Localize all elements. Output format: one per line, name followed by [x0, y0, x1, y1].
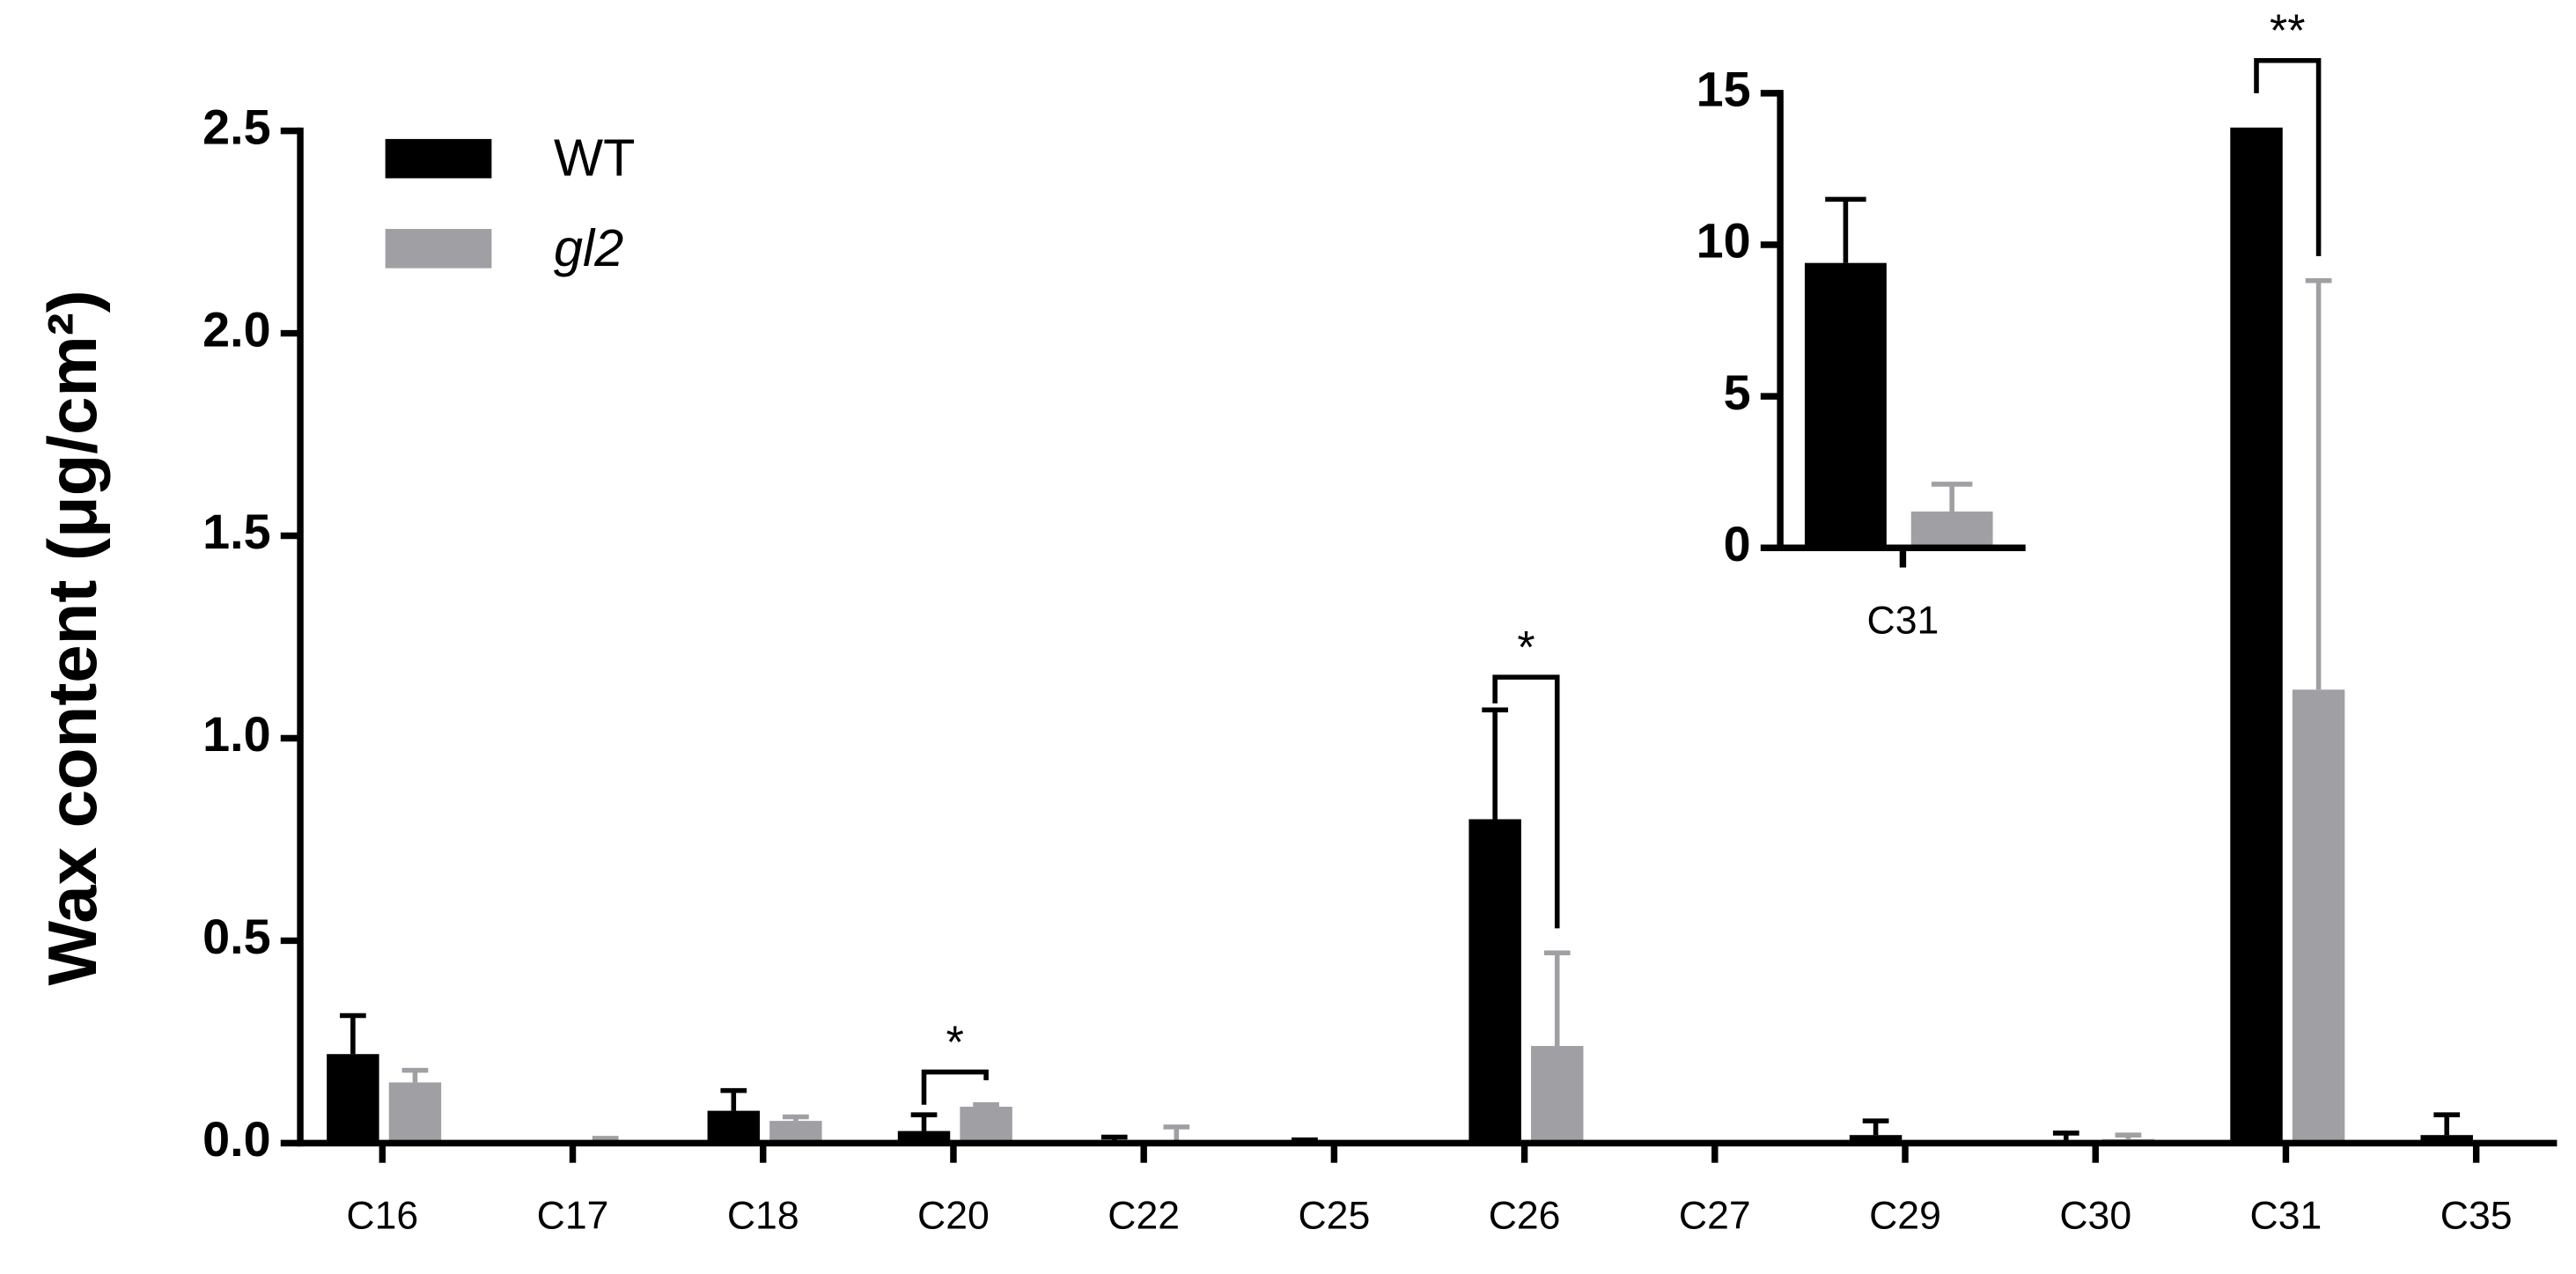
bar [2420, 1135, 2473, 1144]
error-bar [2052, 1130, 2079, 1142]
error-bar [910, 1112, 938, 1131]
legend-label: WT [554, 129, 635, 188]
y-tick-label: 10 [1696, 214, 1751, 269]
error-bar [2115, 1132, 2142, 1139]
bar [1468, 819, 1521, 1144]
y-tick-label: 1.5 [202, 504, 270, 559]
x-tick-label: C31 [1867, 599, 1939, 642]
error-bar [1931, 482, 1973, 512]
bar [327, 1054, 379, 1144]
x-tick-label: C20 [917, 1195, 990, 1238]
x-tick-label: C30 [2059, 1195, 2131, 1238]
x-tick-label: C29 [1869, 1195, 1941, 1238]
error-bar [340, 1013, 366, 1055]
bar [1910, 511, 1993, 549]
plot-area [1804, 196, 1993, 549]
significance-label: * [946, 1018, 964, 1069]
significance-bracket [921, 1069, 989, 1105]
bar [769, 1121, 822, 1144]
legend-swatch [385, 229, 492, 269]
legend-label: gl2 [554, 218, 623, 277]
bar [388, 1082, 442, 1144]
significance-bracket [2254, 57, 2322, 256]
legend-swatch [385, 138, 492, 179]
significance-label: ** [2270, 6, 2305, 57]
x-tick-label: C18 [727, 1195, 799, 1238]
y-tick-label: 2.0 [202, 302, 270, 357]
x-tick-label: C27 [1679, 1195, 1751, 1238]
y-tick-label: 0.0 [202, 1112, 270, 1167]
x-tick-label: C26 [1489, 1195, 1561, 1238]
error-bar [1862, 1118, 1889, 1136]
error-bar [2305, 277, 2332, 690]
x-tick-label: C22 [1108, 1195, 1180, 1238]
y-tick-label: 0 [1724, 517, 1751, 571]
plot-area [327, 127, 2522, 1146]
bar [960, 1107, 1012, 1144]
bar [1804, 262, 1887, 549]
error-bar [720, 1087, 747, 1111]
significance-bracket [1492, 674, 1560, 929]
x-tick-label: C25 [1298, 1195, 1370, 1238]
error-bar [401, 1067, 429, 1083]
x-tick-label: C31 [2250, 1195, 2322, 1238]
y-axis-label: Wax content (μg/cm²) [33, 290, 111, 985]
y-tick-label: 2.5 [202, 99, 270, 154]
x-tick-label: C35 [2440, 1195, 2513, 1238]
error-bar [973, 1101, 999, 1108]
y-tick-label: 15 [1696, 63, 1751, 117]
error-bar [1825, 196, 1866, 263]
bar [1531, 1046, 1584, 1144]
bar [707, 1110, 761, 1144]
error-bar [1543, 950, 1571, 1047]
y-tick-label: 1.0 [202, 707, 270, 762]
error-bar [1482, 707, 1509, 820]
significance-label: * [1517, 622, 1535, 674]
y-tick-label: 5 [1724, 365, 1751, 420]
x-tick-label: C16 [346, 1195, 418, 1238]
y-tick-label: 0.5 [202, 909, 270, 964]
error-bar [783, 1114, 809, 1122]
x-tick-label: C17 [537, 1195, 609, 1238]
bar [1849, 1135, 1903, 1144]
error-bar [1163, 1124, 1190, 1142]
bar [2230, 127, 2283, 1144]
bar [2292, 689, 2345, 1144]
error-bar [2433, 1112, 2461, 1136]
